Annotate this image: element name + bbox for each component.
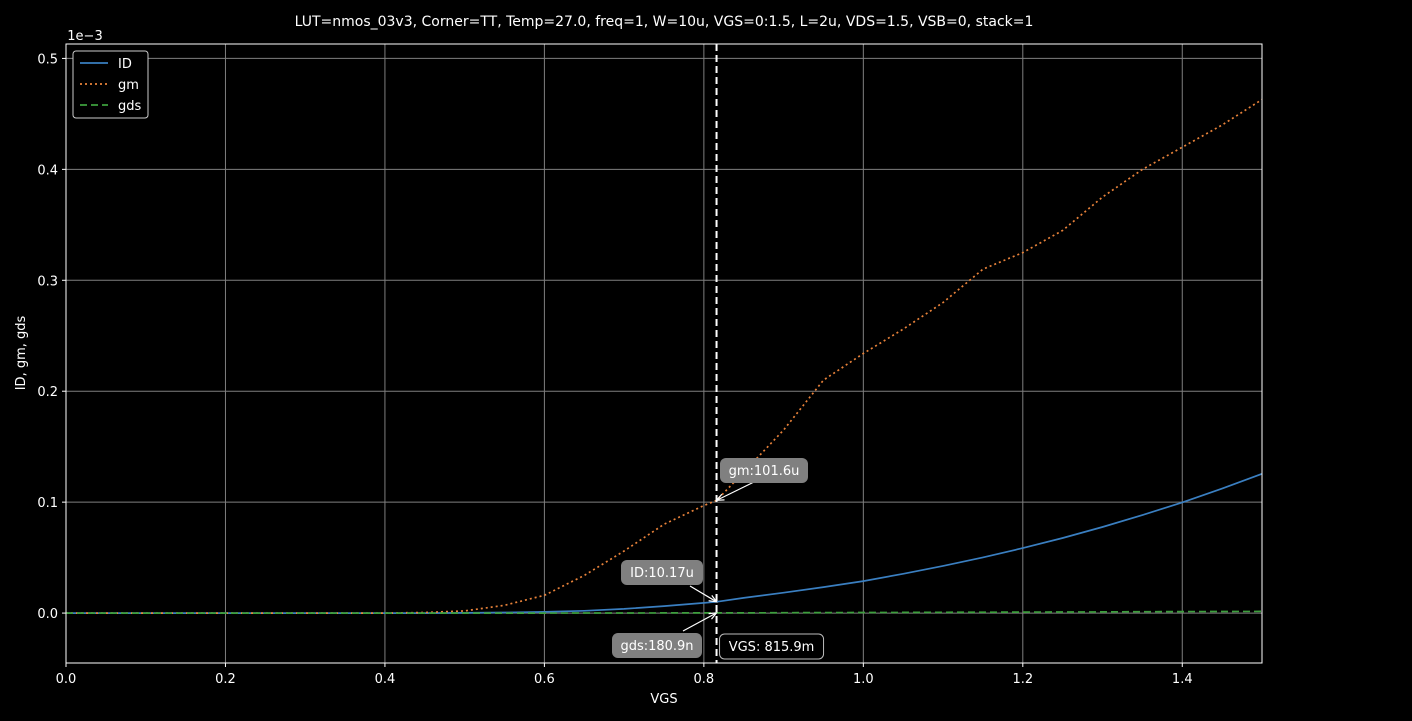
- annotation-label-gm: gm:101.6u: [729, 464, 800, 479]
- annotation-box-gds: [612, 633, 702, 658]
- annotation-arrowhead: [708, 612, 718, 620]
- plot-series: [66, 98, 1263, 614]
- x-tick-label: 1.2: [1012, 672, 1033, 687]
- axes-frame: [65, 43, 1263, 664]
- annotation-label-gds: gds:180.9n: [620, 639, 693, 654]
- x-tick-label: 0.0: [56, 672, 77, 687]
- annotation-arrowhead: [708, 595, 718, 603]
- y-tick-label: 0.5: [37, 52, 58, 67]
- cursor-label-box: [719, 633, 825, 660]
- x-tick-label: 1.4: [1172, 672, 1193, 687]
- annotation-arrow-id: [689, 585, 717, 603]
- legend-label-gm: gm: [118, 78, 139, 93]
- cursor-layer: VGS: 815.9m: [715, 44, 825, 663]
- series-line-gds: [66, 610, 1263, 614]
- y-tick-label: 0.4: [37, 163, 58, 178]
- y-tick-label: 0.1: [37, 496, 58, 511]
- x-tick-label: 0.8: [694, 672, 715, 687]
- y-tick-label: 0.0: [37, 607, 58, 622]
- y-tick-label: 0.2: [37, 385, 58, 400]
- cursor-label: VGS: 815.9m: [729, 640, 815, 655]
- x-tick-label: 0.4: [375, 672, 396, 687]
- x-axis-label: VGS: [650, 692, 677, 707]
- x-tick-label: 0.2: [215, 672, 236, 687]
- series-line-gm: [66, 98, 1263, 614]
- y-axis-label: ID, gm, gds: [14, 315, 29, 390]
- chart-title: LUT=nmos_03v3, Corner=TT, Temp=27.0, fre…: [295, 14, 1034, 30]
- series-line-id: [66, 473, 1263, 614]
- annotation-layer: gm:101.6u ID:10.17u gds:180.9n: [612, 458, 808, 658]
- annotation-box-gm: [720, 458, 808, 483]
- annotation-box-id: [621, 560, 703, 585]
- x-axis-ticks: 0.0 0.2 0.4 0.6 0.8 1.0 1.2 1.4: [56, 663, 1193, 687]
- x-tick-label: 0.6: [534, 672, 555, 687]
- x-tick-label: 1.0: [853, 672, 874, 687]
- y-tick-label: 0.3: [37, 274, 58, 289]
- y-axis-ticks: 0.0 0.1 0.2 0.3 0.4 0.5: [37, 52, 66, 622]
- legend-label-id: ID: [118, 57, 132, 72]
- annotation-arrowhead: [715, 493, 725, 502]
- annotation-arrow-gds: [682, 612, 717, 632]
- legend-box: [72, 50, 149, 119]
- annotation-arrow-gm: [716, 481, 755, 501]
- legend: ID gm gds: [72, 50, 149, 119]
- y-offset-label: 1e−3: [67, 29, 102, 44]
- annotation-label-id: ID:10.17u: [630, 566, 694, 581]
- legend-label-gds: gds: [118, 99, 142, 114]
